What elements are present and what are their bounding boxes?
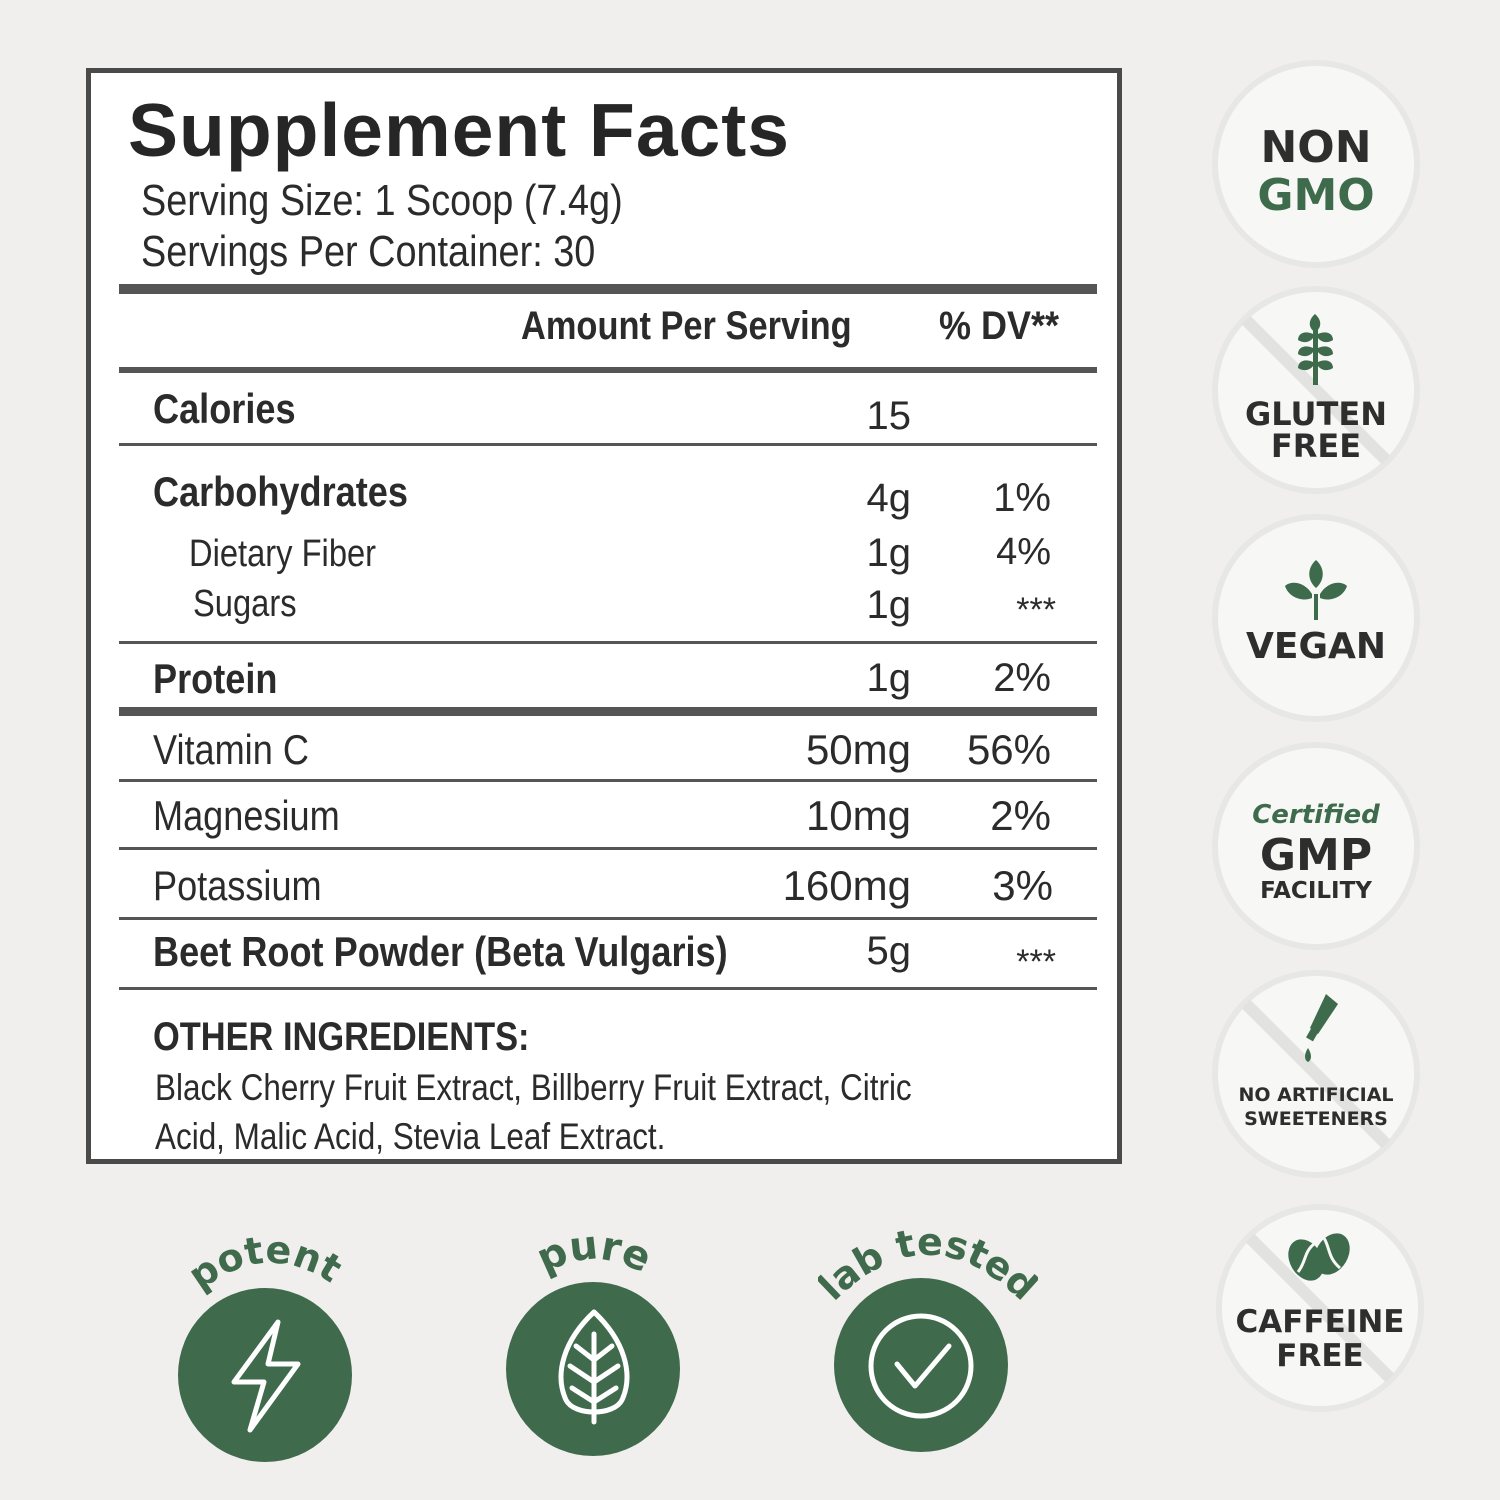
badge-non-gmo-line-2: GMO <box>1257 170 1375 221</box>
servings-per-container: Servings Per Container: 30 <box>141 227 596 276</box>
strike-through-icon <box>1241 999 1391 1149</box>
nutrient-amount-protein: 1g <box>866 656 912 700</box>
nutrient-dv-vitamin-c: 56% <box>966 726 1051 773</box>
header-amount-per-serving: Amount Per Serving <box>521 304 852 348</box>
leaf-icon <box>558 1309 630 1425</box>
nutrient-dv-beet-root: *** <box>1016 943 1056 981</box>
nutrient-dv-sugars: *** <box>1016 591 1056 629</box>
other-ingredients-line-2: Acid, Malic Acid, Stevia Leaf Extract. <box>155 1116 666 1157</box>
row-divider <box>119 917 1097 920</box>
nutrient-name-calories: Calories <box>153 385 296 432</box>
nutrient-amount-magnesium: 10mg <box>805 792 911 839</box>
nutrient-amount-potassium: 160mg <box>782 862 911 909</box>
nutrient-dv-carbohydrates: 1% <box>993 476 1051 520</box>
badge-non-gmo: NON GMO <box>1218 66 1414 262</box>
thick-divider <box>119 707 1097 716</box>
nutrient-amount-sugars: 1g <box>866 583 912 627</box>
nutrient-amount-calories: 15 <box>866 394 912 438</box>
strike-through-icon <box>1241 315 1391 465</box>
nutrient-name-magnesium: Magnesium <box>153 792 340 839</box>
badge-gmp: Certified GMP FACILITY <box>1218 748 1414 944</box>
badge-gluten-free: GLUTEN FREE <box>1218 292 1414 488</box>
badge-gluten-free-line-1: GLUTEN <box>1245 395 1387 433</box>
leaves-icon <box>1285 560 1347 620</box>
row-divider <box>119 779 1097 782</box>
facts-title: Supplement Facts <box>128 88 790 172</box>
nutrient-name-potassium: Potassium <box>153 862 322 909</box>
badge-gmp-line-2: GMP <box>1259 830 1373 881</box>
check-circle-icon <box>868 1313 974 1419</box>
supplement-facts-panel: Supplement Facts Serving Size: 1 Scoop (… <box>86 68 1122 1164</box>
dropper-icon <box>1305 994 1338 1062</box>
badge-gmp-line-1: Certified <box>1252 800 1380 830</box>
strike-through-icon <box>1245 1233 1395 1383</box>
feature-lab-tested: lab tested <box>818 1220 1038 1460</box>
lightning-icon <box>231 1319 301 1433</box>
header-divider <box>119 367 1097 373</box>
nutrient-dv-dietary-fiber: 4% <box>996 531 1051 573</box>
nutrient-name-carbohydrates: Carbohydrates <box>153 468 408 515</box>
coffee-bean-icon <box>1288 1233 1350 1281</box>
nutrient-amount-vitamin-c: 50mg <box>805 726 911 773</box>
badge-gluten-free-line-2: FREE <box>1270 427 1362 465</box>
badge-caffeine-free-line-2: FREE <box>1276 1338 1364 1374</box>
other-ingredients-line-1: Black Cherry Fruit Extract, Billberry Fr… <box>155 1067 912 1108</box>
badge-no-artificial-line-1: NO ARTIFICIAL <box>1238 1084 1394 1106</box>
badge-caffeine-free-line-1: CAFFEINE <box>1235 1304 1405 1340</box>
nutrient-dv-magnesium: 2% <box>990 792 1051 839</box>
nutrient-name-sugars: Sugars <box>193 583 297 625</box>
nutrient-name-vitamin-c: Vitamin C <box>153 726 309 773</box>
header-percent-dv: % DV** <box>939 304 1060 348</box>
nutrient-name-beet-root: Beet Root Powder (Beta Vulgaris) <box>153 928 728 975</box>
nutrient-name-dietary-fiber: Dietary Fiber <box>189 533 377 575</box>
badge-no-artificial-line-2: SWEETENERS <box>1244 1108 1388 1130</box>
row-divider <box>119 443 1097 446</box>
row-divider <box>119 847 1097 850</box>
badge-non-gmo-line-1: NON <box>1260 122 1372 173</box>
other-ingredients-heading: OTHER INGREDIENTS: <box>153 1015 530 1059</box>
nutrient-name-protein: Protein <box>153 655 278 702</box>
nutrient-amount-carbohydrates: 4g <box>866 476 912 520</box>
row-divider <box>119 987 1097 990</box>
badge-vegan: VEGAN <box>1218 520 1414 716</box>
row-divider <box>119 641 1097 644</box>
feature-pure: pure <box>504 1220 684 1460</box>
thick-divider <box>119 284 1097 294</box>
nutrient-dv-protein: 2% <box>993 656 1051 700</box>
badge-gmp-line-3: FACILITY <box>1260 878 1372 904</box>
badge-caffeine-free: CAFFEINE FREE <box>1222 1210 1418 1406</box>
nutrient-amount-beet-root: 5g <box>866 929 912 973</box>
badge-no-artificial-sweeteners: NO ARTIFICIAL SWEETENERS <box>1218 976 1414 1172</box>
serving-size: Serving Size: 1 Scoop (7.4g) <box>141 176 623 225</box>
svg-text:pure: pure <box>530 1222 658 1282</box>
feature-potent: potent <box>176 1220 356 1462</box>
nutrient-amount-dietary-fiber: 1g <box>866 531 912 575</box>
feature-pure-label: pure <box>530 1222 658 1282</box>
grain-icon <box>1298 314 1333 385</box>
badge-vegan-label: VEGAN <box>1246 626 1386 667</box>
nutrient-dv-potassium: 3% <box>992 862 1053 909</box>
